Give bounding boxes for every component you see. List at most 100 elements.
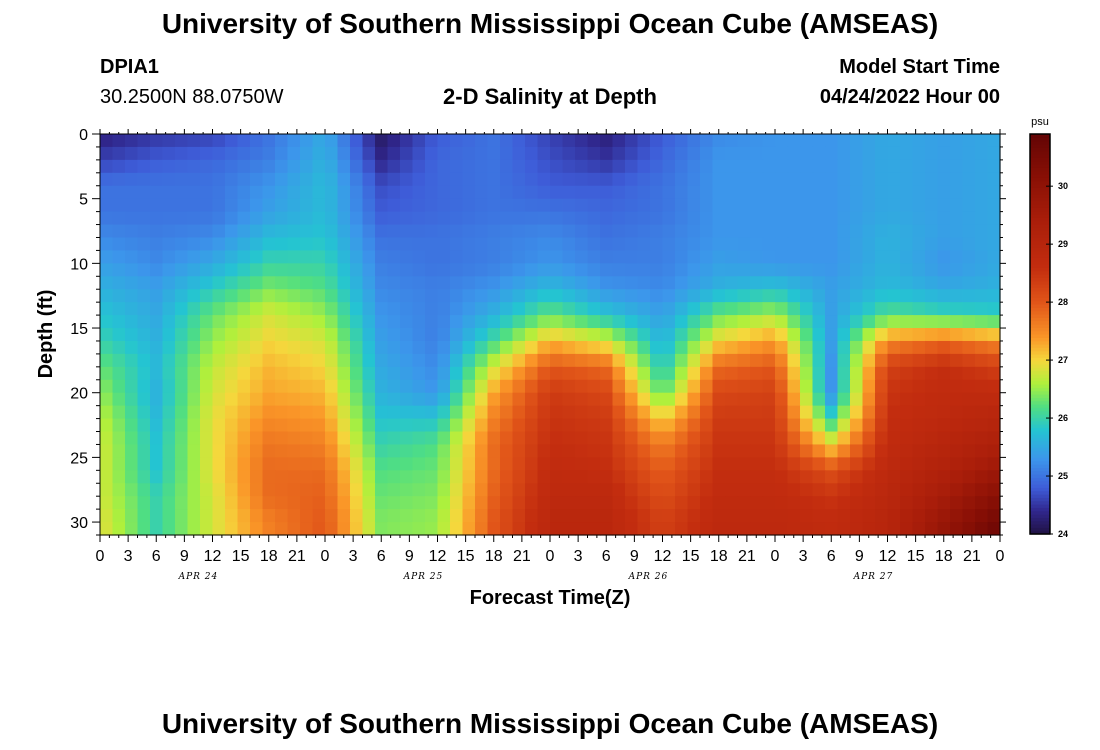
heatmap-cell — [325, 159, 339, 174]
heatmap-cell — [637, 276, 651, 290]
heatmap-cell — [612, 263, 626, 277]
heatmap-cell — [250, 522, 264, 536]
heatmap-cell — [600, 172, 614, 187]
heatmap-cell — [300, 134, 314, 148]
heatmap-cell — [175, 159, 189, 174]
heatmap-cell — [312, 237, 326, 252]
heatmap-cell — [687, 302, 701, 316]
heatmap-cell — [837, 522, 851, 536]
heatmap-cell — [462, 198, 476, 213]
heatmap-cell — [137, 353, 151, 368]
heatmap-cell — [112, 250, 126, 264]
heatmap-cell — [212, 172, 226, 187]
heatmap-cell — [462, 315, 476, 329]
heatmap-cell — [250, 134, 264, 148]
heatmap-cell — [287, 250, 301, 264]
heatmap-cell — [950, 237, 964, 252]
heatmap-cell — [212, 496, 226, 510]
heatmap-cell — [550, 418, 564, 433]
colorbar-segment — [1030, 384, 1050, 388]
heatmap-cell — [100, 315, 114, 329]
heatmap-cell — [612, 172, 626, 187]
x-tick-label: 9 — [630, 548, 639, 565]
heatmap-cell — [587, 250, 601, 264]
heatmap-cell — [412, 134, 426, 148]
heatmap-cell — [550, 457, 564, 471]
heatmap-cell — [550, 470, 564, 484]
heatmap-cell — [487, 328, 501, 342]
heatmap-cell — [300, 483, 314, 497]
heatmap-cell — [625, 470, 639, 484]
heatmap-cell — [775, 172, 789, 187]
heatmap-cell — [787, 315, 801, 329]
heatmap-cell — [862, 172, 876, 187]
colorbar-segment — [1030, 217, 1050, 222]
heatmap-cell — [250, 237, 264, 252]
heatmap-cell — [862, 457, 876, 471]
heatmap-cell — [425, 444, 439, 458]
heatmap-cell — [837, 211, 851, 226]
colorbar-segment — [1030, 300, 1050, 305]
heatmap-cell — [700, 146, 714, 161]
heatmap-cell — [225, 522, 239, 536]
heatmap-cell — [837, 483, 851, 497]
heatmap-cell — [612, 302, 626, 316]
heatmap-cell — [300, 379, 314, 394]
heatmap-cell — [575, 289, 589, 303]
heatmap-cell — [762, 185, 776, 200]
heatmap-cell — [487, 392, 501, 407]
heatmap-cell — [112, 172, 126, 187]
heatmap-cell — [337, 315, 351, 329]
heatmap-cell — [525, 237, 539, 252]
heatmap-cell — [737, 366, 751, 381]
heatmap-cell — [462, 405, 476, 420]
heatmap-cell — [100, 146, 114, 161]
heatmap-cell — [987, 509, 1001, 523]
heatmap-cell — [950, 302, 964, 316]
heatmap-cell — [775, 496, 789, 510]
heatmap-cell — [950, 457, 964, 471]
heatmap-cell — [412, 211, 426, 226]
heatmap-cell — [750, 159, 764, 174]
heatmap-cell — [725, 302, 739, 316]
heatmap-cell — [237, 250, 251, 264]
heatmap-cell — [775, 392, 789, 407]
heatmap-cell — [675, 483, 689, 497]
heatmap-cell — [212, 522, 226, 536]
heatmap-cell — [137, 328, 151, 342]
heatmap-cell — [750, 211, 764, 226]
heatmap-cell — [175, 366, 189, 381]
heatmap-cell — [450, 276, 464, 290]
heatmap-cell — [850, 509, 864, 523]
heatmap-cell — [875, 185, 889, 200]
heatmap-cell — [850, 263, 864, 277]
heatmap-cell — [825, 263, 839, 277]
heatmap-cell — [812, 211, 826, 226]
heatmap-cell — [750, 198, 764, 213]
heatmap-cell — [787, 224, 801, 239]
heatmap-cell — [712, 198, 726, 213]
heatmap-cell — [762, 276, 776, 290]
heatmap-cell — [337, 431, 351, 446]
heatmap-cell — [737, 379, 751, 394]
heatmap-cell — [850, 496, 864, 510]
heatmap-cell — [887, 431, 901, 446]
heatmap-cell — [262, 340, 276, 355]
heatmap-cell — [225, 172, 239, 187]
heatmap-cell — [625, 379, 639, 394]
heatmap-cell — [875, 457, 889, 471]
heatmap-cell — [325, 483, 339, 497]
heatmap-cell — [600, 392, 614, 407]
heatmap-cell — [912, 289, 926, 303]
heatmap-cell — [762, 237, 776, 252]
heatmap-cell — [362, 457, 376, 471]
heatmap-cell — [575, 146, 589, 161]
heatmap-cell — [725, 185, 739, 200]
heatmap-cell — [237, 159, 251, 174]
heatmap-cell — [800, 198, 814, 213]
heatmap-cell — [650, 405, 664, 420]
heatmap-cell — [675, 198, 689, 213]
heatmap-cell — [100, 405, 114, 420]
heatmap-cell — [937, 134, 951, 148]
heatmap-cell — [300, 444, 314, 458]
